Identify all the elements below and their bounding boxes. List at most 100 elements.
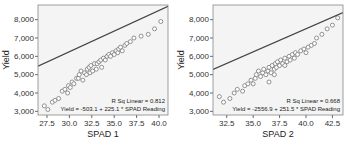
x-tick [136, 115, 137, 118]
x-tick-label: 35.0 [245, 119, 261, 128]
scatter-point [330, 23, 334, 27]
scatter-point [57, 97, 61, 101]
y-tick-label: 6,000 [14, 52, 35, 61]
y-tick [210, 19, 213, 20]
y-tick-label: 3,000 [189, 107, 210, 116]
scatter-point [232, 91, 236, 95]
panel: 32.5 35.0 37.5 40.0 42.5 3,000 4,000 5,000 6,000… [176, 5, 343, 139]
scatter-point [222, 100, 226, 104]
y-tick [35, 111, 38, 112]
y-tick [35, 74, 38, 75]
y-tick-label: 8,000 [14, 15, 35, 24]
x-tick [114, 115, 115, 118]
scatter-point [315, 36, 319, 40]
scatter-point [42, 104, 46, 108]
scatter-point [81, 78, 85, 82]
scatter-point [132, 36, 136, 40]
scatter-point [217, 95, 221, 99]
regression-line [38, 6, 168, 66]
y-tick-label: 7,000 [14, 34, 35, 43]
x-tick-label: 40.0 [298, 119, 314, 128]
scatter-point [251, 82, 255, 86]
x-tick [332, 115, 333, 118]
y-tick-label: 8,000 [189, 15, 210, 24]
scatter-point [288, 58, 292, 62]
x-tick-label: 37.5 [272, 119, 288, 128]
scatter-point [63, 87, 67, 91]
scatter-point [146, 32, 150, 36]
x-tick-label: 27.5 [39, 119, 55, 128]
x-tick-label: 32.5 [84, 119, 100, 128]
y-tick [210, 111, 213, 112]
scatter-point [139, 34, 143, 38]
x-tick-label: 37.5 [129, 119, 145, 128]
x-tick-label: 40.0 [151, 119, 167, 128]
y-tick [35, 38, 38, 39]
scatter-point [296, 53, 300, 57]
y-tick [35, 93, 38, 94]
figure: 27.5 30.0 32.5 35.0 37.5 40.0 3,000 4,000 5,000 6… [0, 0, 348, 145]
annotation: R Sq Linear = 0.668 [286, 98, 340, 104]
y-tick [210, 38, 213, 39]
scatter-point [256, 69, 260, 73]
scatter-point [235, 87, 239, 91]
regression-line [213, 13, 343, 70]
x-axis-label: SPAD 2 [262, 129, 293, 139]
scatter-point [120, 49, 124, 53]
y-tick-label: 5,000 [14, 70, 35, 79]
y-tick-label: 7,000 [189, 34, 210, 43]
y-tick [210, 93, 213, 94]
scatter-point [267, 80, 271, 84]
scatter-point [312, 42, 316, 46]
scatter-point [94, 67, 98, 71]
x-tick [226, 115, 227, 118]
scatter-point [128, 40, 132, 44]
y-axis-label: Yield [176, 50, 186, 70]
scatter-point [246, 82, 250, 86]
y-tick [210, 74, 213, 75]
x-tick [91, 115, 92, 118]
scatter-point [336, 16, 340, 20]
y-tick-label: 3,000 [14, 107, 35, 116]
x-tick-label: 42.5 [325, 119, 341, 128]
panel: 27.530.032.535.037.540.03,0004,0005,0006… [1, 5, 168, 139]
scatter-point [320, 32, 324, 36]
x-tick [159, 115, 160, 118]
scatter-point [272, 73, 276, 77]
scatter-point [46, 108, 50, 112]
y-tick-label: 6,000 [189, 52, 210, 61]
y-tick-label: 4,000 [14, 89, 35, 98]
x-tick [306, 115, 307, 118]
x-tick [253, 115, 254, 118]
scatter-point [304, 51, 308, 55]
scatter-point [68, 86, 72, 90]
plot-area [213, 5, 343, 115]
x-tick-label: 32.5 [219, 119, 235, 128]
scatter-point [100, 65, 104, 69]
y-tick-label: 4,000 [189, 89, 210, 98]
scatter-point [241, 89, 245, 93]
scatter-point [159, 20, 163, 24]
scatter-point [228, 97, 232, 101]
y-tick [210, 56, 213, 57]
scatter-point [72, 82, 76, 86]
scatter-point [262, 67, 266, 71]
scatter-point [66, 91, 70, 95]
x-tick [69, 115, 70, 118]
scatter-point [292, 56, 296, 60]
data-group [38, 6, 168, 111]
annotation: Yield = -2556.9 + 251.5 * SPAD Reading [232, 106, 340, 112]
x-tick-label: 30.0 [62, 119, 78, 128]
scatter-point [325, 27, 329, 31]
plot-frame [213, 5, 343, 115]
y-tick [35, 19, 38, 20]
y-tick-label: 5,000 [189, 70, 210, 79]
scatter-point [283, 64, 287, 68]
y-tick [35, 56, 38, 57]
x-tick [46, 115, 47, 118]
scatter-point [153, 27, 157, 31]
plot-frame [38, 5, 168, 115]
x-tick [279, 115, 280, 118]
annotation: Yield = -503.1 + 225.1 * SPAD Reading [61, 106, 165, 112]
y-axis-label: Yield [1, 50, 11, 70]
